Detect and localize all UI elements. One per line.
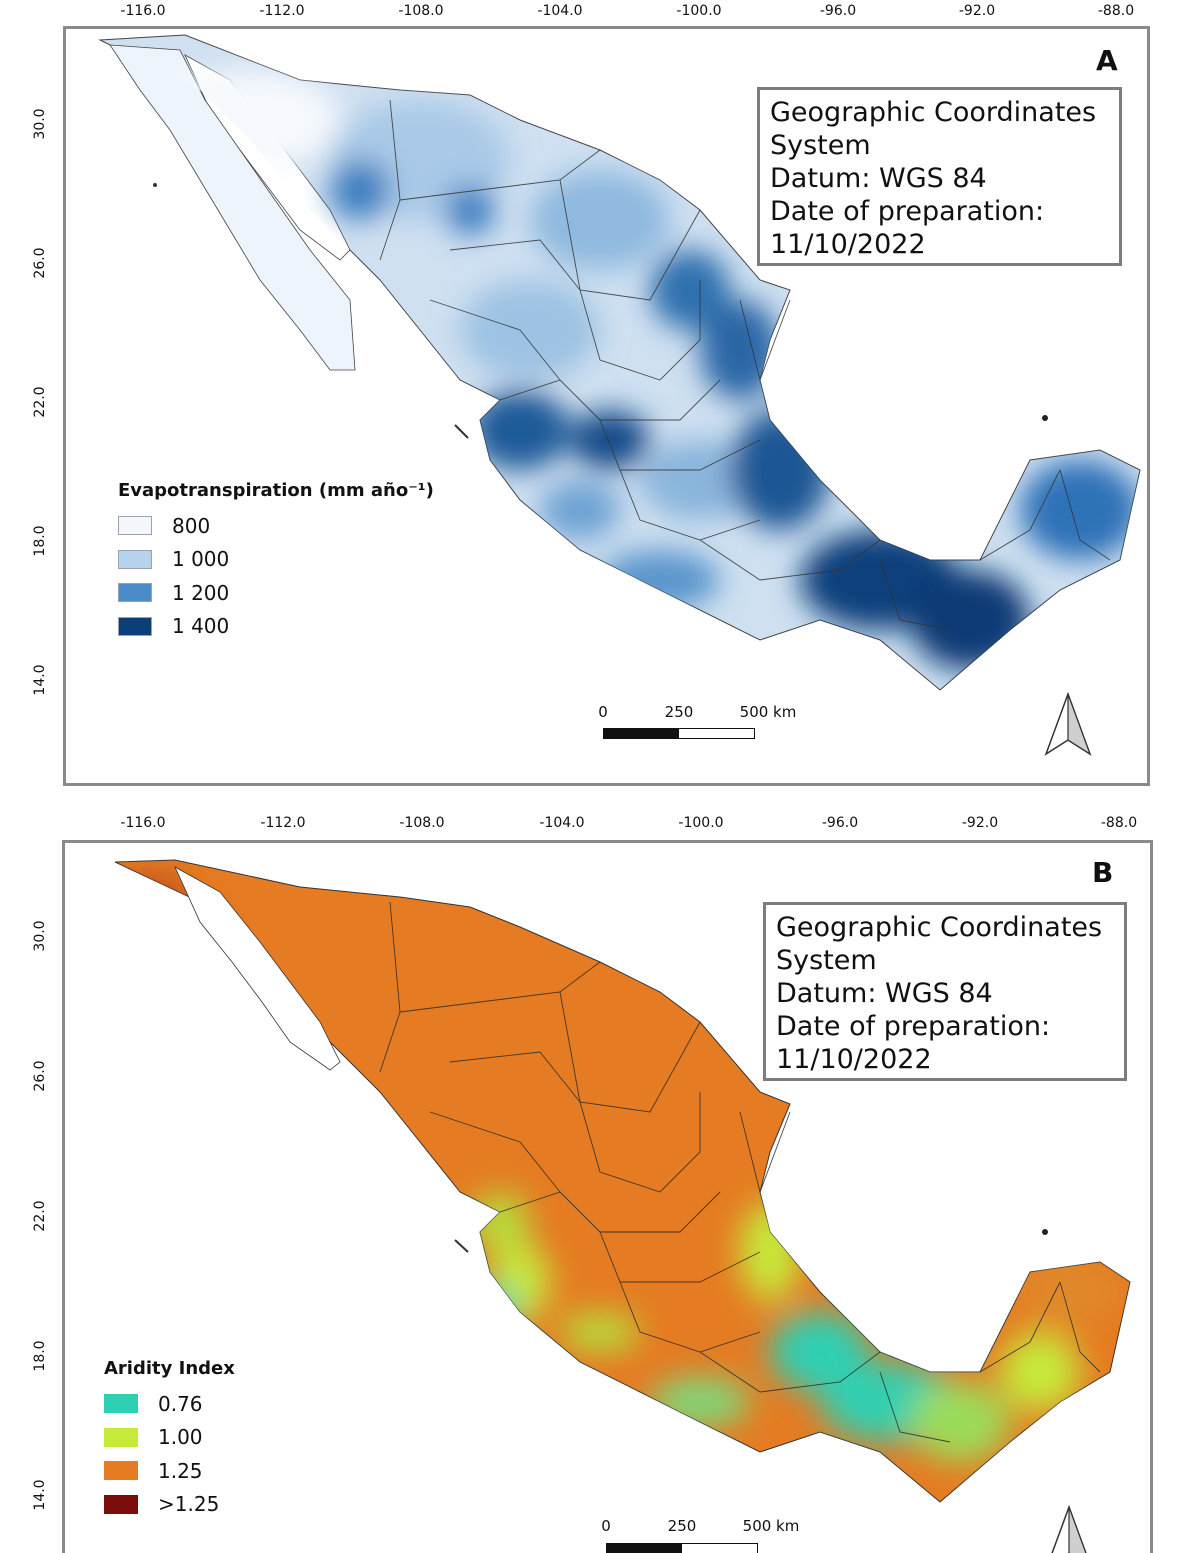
legend-label: 0.76: [158, 1391, 203, 1416]
x-tick-label: -116.0: [120, 3, 166, 19]
x-tick-label: -96.0: [821, 815, 859, 831]
legend-swatch: [118, 549, 152, 569]
x-tick-label: -100.0: [676, 3, 722, 19]
scale-label: 250: [664, 703, 694, 721]
legend-label: >1.25: [158, 1492, 220, 1517]
x-tick-label: -104.0: [539, 815, 585, 831]
gulf-of-california: [174, 866, 341, 1071]
x-tick-label: -108.0: [398, 3, 444, 19]
x-tick-label: -104.0: [537, 3, 583, 19]
mainland-mexico: [114, 859, 1131, 1503]
legend-swatch: [104, 1461, 138, 1481]
legend-item: 1.25: [104, 1454, 235, 1488]
legend-item: 1 200: [118, 576, 434, 610]
info-line: 11/10/2022: [776, 1044, 932, 1075]
info-line: Datum: WGS 84: [776, 978, 993, 1009]
scale-label: 0: [601, 1517, 611, 1535]
scale-bar: 0 250 500 km: [598, 703, 803, 743]
legend-swatch: [104, 1394, 138, 1414]
scale-label: 0: [598, 703, 608, 721]
legend-item: 1 400: [118, 610, 434, 644]
legend-label: 1.00: [158, 1425, 203, 1450]
scale-label: 500 km: [739, 703, 797, 721]
legend-label: 1 000: [172, 547, 230, 572]
info-line: Geographic Coordinates: [776, 912, 1103, 943]
x-tick-label: -112.0: [260, 815, 306, 831]
coordinate-info-box: Geographic Coordinates System Datum: WGS…: [757, 87, 1122, 266]
legend-item: >1.25: [104, 1488, 235, 1522]
x-tick-label: -116.0: [120, 815, 166, 831]
legend-swatch: [118, 616, 152, 636]
state-borders: [379, 99, 1111, 631]
north-arrow-icon: [1051, 1505, 1087, 1553]
info-line: 11/10/2022: [770, 229, 926, 260]
legend-title: Evapotranspiration (mm año⁻¹): [118, 480, 434, 501]
map-frame: [63, 26, 1150, 786]
info-line: Datum: WGS 84: [770, 163, 987, 194]
x-tick-label: -112.0: [259, 3, 305, 19]
x-tick-label: -88.0: [1100, 815, 1138, 831]
legend-label: 1 400: [172, 614, 230, 639]
map-legend: Evapotranspiration (mm año⁻¹) 800 1 000 …: [118, 480, 434, 643]
legend-swatch: [118, 583, 152, 603]
legend-label: 1.25: [158, 1458, 203, 1483]
info-line: System: [776, 945, 877, 976]
coordinate-info-box: Geographic Coordinates System Datum: WGS…: [763, 902, 1127, 1081]
map-panel-a: -116.0 -112.0 -108.0 -104.0 -100.0 -96.0…: [32, 3, 1150, 786]
legend-item: 800: [118, 509, 434, 543]
legend-swatch: [118, 516, 152, 536]
x-tick-label: -100.0: [678, 815, 724, 831]
legend-item: 1.00: [104, 1421, 235, 1455]
x-tick-label: -88.0: [1097, 3, 1135, 19]
legend-item: 1 000: [118, 543, 434, 577]
scale-label: 500 km: [742, 1517, 800, 1535]
panel-letter: A: [1096, 44, 1118, 77]
legend-label: 1 200: [172, 580, 230, 605]
x-tick-label: -92.0: [961, 815, 999, 831]
panel-letter: B: [1092, 856, 1114, 889]
x-tick-label: -96.0: [819, 3, 857, 19]
legend-item: 0.76: [104, 1387, 235, 1421]
info-line: Geographic Coordinates: [770, 97, 1097, 128]
map-legend: Aridity Index 0.76 1.00 1.25 >1.25: [104, 1358, 235, 1521]
info-line: Date of preparation:: [770, 196, 1045, 227]
scale-bar: 0 250 500 km: [601, 1517, 806, 1553]
aridity-index-map: [114, 859, 1131, 1503]
mexico-landmass: [98, 34, 1141, 691]
x-tick-label: -92.0: [958, 3, 996, 19]
state-borders: [379, 901, 1101, 1443]
legend-label: 800: [172, 513, 211, 538]
info-line: Date of preparation:: [776, 1011, 1051, 1042]
scale-label: 250: [667, 1517, 697, 1535]
legend-swatch: [104, 1427, 138, 1447]
baja-california-peninsula: [109, 44, 356, 371]
map-frame: [62, 840, 1153, 1553]
map-panel-b: -116.0 -112.0 -108.0 -104.0 -100.0 -96.0…: [0, 812, 1187, 1553]
info-line: System: [770, 130, 871, 161]
evapotranspiration-map: [98, 34, 1141, 691]
x-tick-label: -108.0: [399, 815, 445, 831]
legend-title: Aridity Index: [104, 1358, 235, 1379]
legend-swatch: [104, 1494, 138, 1514]
north-arrow-icon: [1044, 692, 1092, 756]
